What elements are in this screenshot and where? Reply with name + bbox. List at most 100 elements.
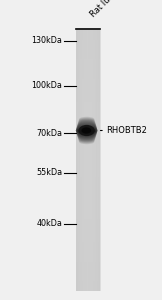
Bar [90, 30, 91, 291]
Bar [76, 30, 77, 291]
Bar [89, 30, 90, 291]
Ellipse shape [79, 138, 95, 143]
Bar [76, 88, 100, 92]
Ellipse shape [78, 136, 95, 141]
Bar [79, 30, 80, 291]
Ellipse shape [79, 117, 94, 122]
Bar [76, 128, 100, 131]
Ellipse shape [78, 119, 95, 124]
Bar [98, 30, 99, 291]
Bar [76, 137, 100, 141]
Bar [84, 30, 85, 291]
Bar [76, 202, 100, 206]
Bar [76, 206, 100, 209]
Text: 100kDa: 100kDa [31, 81, 62, 90]
Bar [76, 85, 100, 89]
Bar [87, 30, 88, 291]
Bar [76, 147, 100, 151]
Bar [88, 30, 89, 291]
Bar [76, 40, 100, 43]
Bar [76, 52, 100, 56]
Bar [99, 30, 100, 291]
Bar [76, 157, 100, 160]
Bar [76, 248, 100, 252]
Ellipse shape [77, 134, 96, 139]
Bar [81, 30, 82, 291]
Bar [76, 111, 100, 115]
Bar [97, 30, 98, 291]
Bar [76, 164, 100, 167]
Ellipse shape [78, 137, 95, 142]
Bar [76, 170, 100, 173]
Bar [80, 30, 81, 291]
Bar [87, 30, 88, 291]
Bar [91, 30, 92, 291]
Bar [95, 30, 96, 291]
Ellipse shape [78, 125, 95, 136]
Bar [76, 278, 100, 281]
Ellipse shape [76, 126, 97, 131]
Ellipse shape [76, 128, 98, 133]
Bar [76, 43, 100, 46]
Bar [76, 265, 100, 268]
Bar [76, 30, 100, 33]
Bar [76, 281, 100, 284]
Bar [78, 30, 79, 291]
Bar [76, 242, 100, 245]
Text: 130kDa: 130kDa [31, 36, 62, 45]
Bar [93, 30, 94, 291]
Bar [76, 150, 100, 154]
Bar [76, 176, 100, 180]
Bar [82, 30, 83, 291]
Bar [76, 200, 100, 203]
Bar [92, 30, 93, 291]
Bar [76, 235, 100, 239]
Bar [77, 30, 78, 291]
Bar [76, 284, 100, 288]
Bar [86, 30, 87, 291]
Ellipse shape [78, 121, 95, 125]
Bar [76, 255, 100, 258]
Bar [76, 121, 100, 124]
Ellipse shape [77, 125, 97, 130]
Bar [76, 222, 100, 226]
Bar [76, 141, 100, 144]
Bar [85, 30, 86, 291]
Bar [76, 173, 100, 177]
Bar [96, 30, 97, 291]
Text: 55kDa: 55kDa [36, 168, 62, 177]
Bar [76, 209, 100, 213]
Ellipse shape [77, 122, 96, 127]
Bar [76, 167, 100, 170]
Bar [76, 75, 100, 79]
Bar [76, 238, 100, 242]
Text: 40kDa: 40kDa [36, 219, 62, 228]
Bar [76, 271, 100, 275]
Ellipse shape [76, 130, 97, 135]
Bar [76, 154, 100, 157]
Bar [76, 160, 100, 164]
Bar [96, 30, 97, 291]
Bar [83, 30, 84, 291]
Bar [76, 79, 100, 82]
Bar [76, 183, 100, 187]
Bar [76, 82, 100, 85]
Ellipse shape [78, 135, 96, 140]
Bar [76, 196, 100, 200]
Bar [76, 101, 100, 105]
Bar [76, 118, 100, 121]
Ellipse shape [77, 123, 96, 128]
Bar [76, 287, 100, 291]
Bar [83, 30, 84, 291]
Bar [76, 95, 100, 98]
Bar [76, 245, 100, 249]
Text: Rat lung: Rat lung [88, 0, 120, 20]
Bar [76, 66, 100, 69]
Text: RHOBTB2: RHOBTB2 [106, 126, 147, 135]
Bar [76, 56, 100, 59]
Ellipse shape [76, 127, 97, 132]
Text: 70kDa: 70kDa [36, 129, 62, 138]
Bar [76, 62, 100, 66]
Ellipse shape [78, 120, 95, 124]
Bar [76, 232, 100, 236]
